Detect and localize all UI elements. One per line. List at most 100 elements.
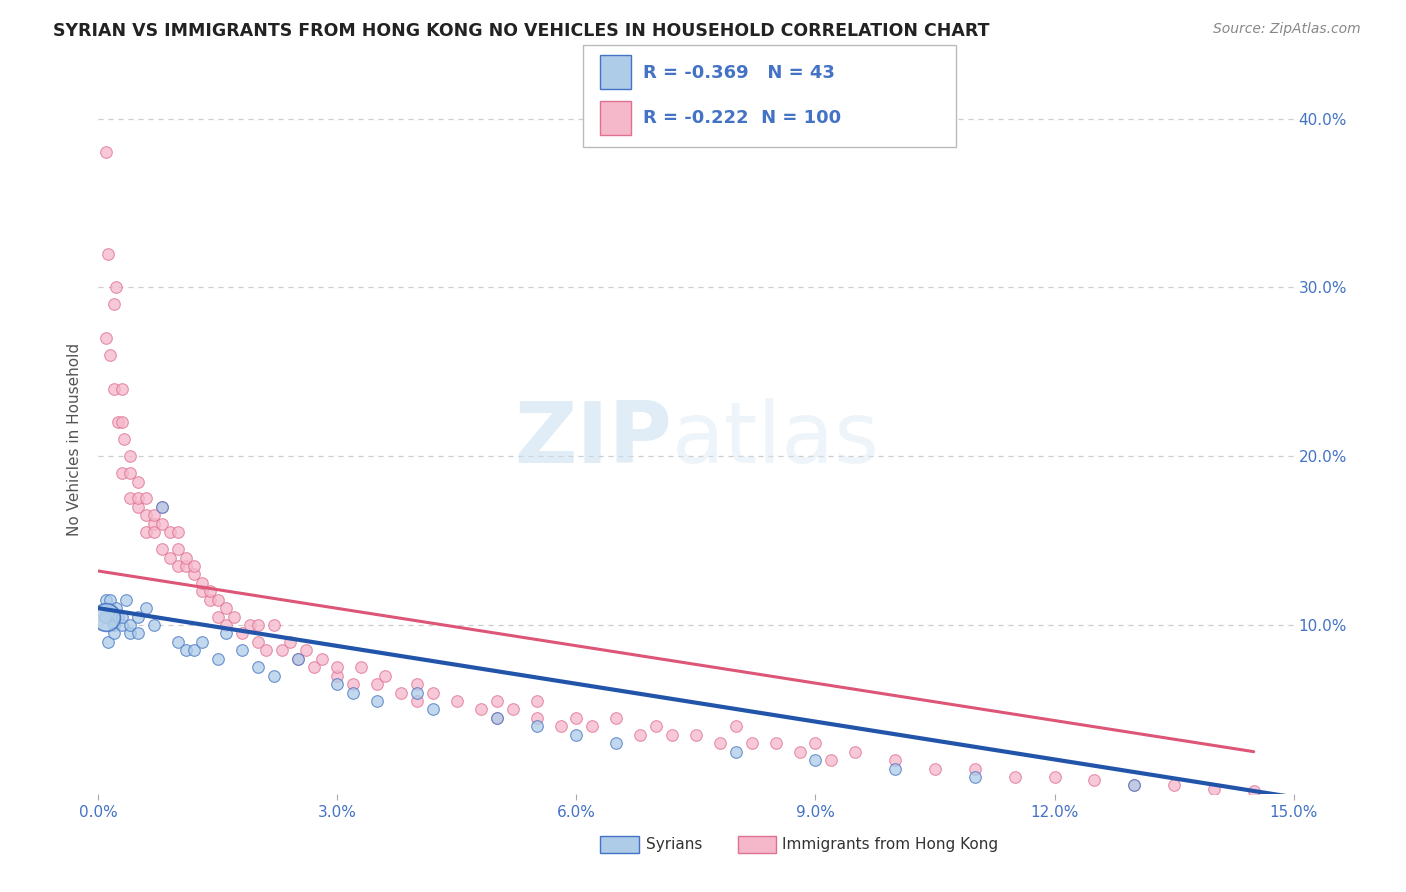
Point xyxy=(470,702,492,716)
Point xyxy=(263,618,285,632)
Point xyxy=(150,542,173,557)
Point xyxy=(96,609,118,624)
Text: Source: ZipAtlas.com: Source: ZipAtlas.com xyxy=(1213,22,1361,37)
Point xyxy=(1004,770,1026,784)
Point xyxy=(804,753,827,767)
Point xyxy=(183,567,205,582)
Point xyxy=(366,677,388,691)
Text: SYRIAN VS IMMIGRANTS FROM HONG KONG NO VEHICLES IN HOUSEHOLD CORRELATION CHART: SYRIAN VS IMMIGRANTS FROM HONG KONG NO V… xyxy=(53,22,990,40)
Point xyxy=(167,635,190,649)
Point xyxy=(97,635,120,649)
Point xyxy=(103,618,125,632)
Text: Syrians: Syrians xyxy=(645,838,702,853)
Point xyxy=(215,618,238,632)
Point xyxy=(198,584,221,599)
Point xyxy=(111,618,134,632)
Point xyxy=(406,677,429,691)
Text: atlas: atlas xyxy=(672,398,880,481)
Point xyxy=(963,762,986,776)
Point xyxy=(94,609,117,624)
Point xyxy=(294,643,316,657)
Point xyxy=(159,525,181,540)
Point xyxy=(115,592,138,607)
Point xyxy=(446,694,468,708)
Point xyxy=(103,626,125,640)
Point xyxy=(884,762,907,776)
Text: ZIP: ZIP xyxy=(515,398,672,481)
Point xyxy=(789,745,811,759)
Point xyxy=(485,711,508,725)
Point xyxy=(135,508,157,523)
Point xyxy=(709,736,731,750)
Point xyxy=(96,331,118,345)
Point xyxy=(1043,770,1066,784)
Point xyxy=(422,702,444,716)
Point xyxy=(963,770,986,784)
Point xyxy=(389,685,412,699)
Text: R = -0.369   N = 43: R = -0.369 N = 43 xyxy=(643,64,834,82)
Point xyxy=(526,719,548,733)
Point xyxy=(120,491,142,506)
Point xyxy=(174,558,197,573)
Point xyxy=(550,719,572,733)
Point xyxy=(191,575,214,590)
Point xyxy=(350,660,373,674)
Point xyxy=(326,677,349,691)
Point xyxy=(191,584,214,599)
Point xyxy=(485,694,508,708)
Point xyxy=(1123,779,1146,793)
Point xyxy=(246,635,269,649)
Point xyxy=(628,728,651,742)
Point xyxy=(263,669,285,683)
Point xyxy=(422,685,444,699)
Point xyxy=(526,711,548,725)
Point xyxy=(287,652,309,666)
Point xyxy=(724,745,747,759)
Point xyxy=(1083,773,1105,788)
Point xyxy=(605,711,627,725)
Text: R = -0.222  N = 100: R = -0.222 N = 100 xyxy=(643,110,841,128)
Point xyxy=(107,609,129,624)
Point xyxy=(342,677,364,691)
Point xyxy=(107,416,129,430)
Point xyxy=(231,626,253,640)
Point xyxy=(1163,779,1185,793)
Point xyxy=(120,466,142,480)
Point xyxy=(246,660,269,674)
Point xyxy=(135,491,157,506)
Point xyxy=(167,558,190,573)
Point xyxy=(207,592,229,607)
Text: Immigrants from Hong Kong: Immigrants from Hong Kong xyxy=(782,838,998,853)
Point xyxy=(159,550,181,565)
Point xyxy=(104,601,127,615)
Point xyxy=(1123,779,1146,793)
Point xyxy=(167,525,190,540)
Point xyxy=(820,753,842,767)
Point xyxy=(207,609,229,624)
Point xyxy=(565,728,588,742)
Point xyxy=(111,382,134,396)
Point xyxy=(287,652,309,666)
FancyBboxPatch shape xyxy=(600,836,638,854)
Point xyxy=(143,618,166,632)
Point xyxy=(207,652,229,666)
Point xyxy=(326,669,349,683)
Point xyxy=(183,643,205,657)
Point xyxy=(120,618,142,632)
Point xyxy=(104,280,127,294)
Point xyxy=(127,609,149,624)
Point xyxy=(502,702,524,716)
Point xyxy=(120,449,142,463)
Point xyxy=(97,246,120,260)
Point xyxy=(127,500,149,514)
Point xyxy=(605,736,627,750)
Point xyxy=(98,592,122,607)
Point xyxy=(174,550,197,565)
Point xyxy=(565,711,588,725)
Point xyxy=(103,382,125,396)
Point xyxy=(366,694,388,708)
Point xyxy=(741,736,763,750)
Point xyxy=(406,694,429,708)
Point xyxy=(174,643,197,657)
Point xyxy=(111,609,134,624)
